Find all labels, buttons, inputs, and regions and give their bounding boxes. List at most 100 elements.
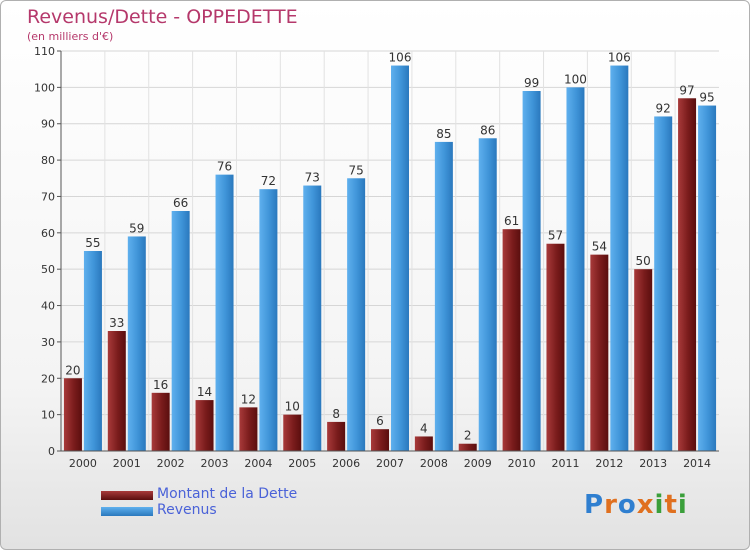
x-tick-label-2012: 2012: [595, 457, 623, 470]
debt-bar-2007: [371, 429, 389, 451]
revenue-bar-2008: [434, 141, 453, 451]
proxiti-logo: Proxiti: [584, 490, 688, 520]
debt-value-label-2010: 61: [504, 214, 519, 228]
legend-label-revenue: Revenus: [157, 502, 217, 518]
revenue-value-label-2009: 86: [480, 123, 495, 137]
logo-letter: x: [636, 490, 655, 520]
revenue-value-label-2005: 73: [305, 171, 320, 185]
debt-value-label-2014: 97: [679, 83, 694, 97]
revenue-value-label-2000: 55: [85, 236, 100, 250]
revenue-bar-2012: [610, 65, 629, 451]
x-tick-label-2002: 2002: [157, 457, 185, 470]
revenue-bar-2011: [566, 87, 585, 451]
revenue-value-label-2006: 75: [348, 163, 363, 177]
logo-letter: i: [677, 490, 688, 520]
debt-value-label-2000: 20: [65, 363, 80, 377]
debt-value-label-2013: 50: [636, 254, 651, 268]
x-tick-label-2008: 2008: [420, 457, 448, 470]
revenue-value-label-2010: 99: [524, 76, 539, 90]
debt-bar-2006: [327, 421, 346, 451]
revenue-value-label-2008: 85: [436, 127, 451, 141]
debt-bar-2000: [63, 378, 82, 451]
revenue-bar-2013: [654, 116, 673, 452]
debt-bar-2004: [239, 407, 258, 451]
y-tick-label: 0: [48, 445, 55, 458]
revenue-value-label-2011: 100: [564, 72, 587, 86]
chart-subtitle: (en milliers d'€): [27, 30, 114, 43]
revenue-value-label-2003: 76: [217, 160, 232, 174]
logo-letter: o: [617, 490, 637, 520]
y-tick-label: 50: [41, 263, 55, 276]
debt-value-label-2007: 6: [376, 414, 384, 428]
y-tick-label: 110: [34, 45, 55, 58]
revenue-bar-2010: [522, 91, 541, 451]
legend-label-debt: Montant de la Dette: [157, 486, 298, 502]
y-tick-label: 10: [41, 409, 55, 422]
revenue-bar-2009: [478, 138, 497, 452]
debt-value-label-2008: 4: [420, 421, 428, 435]
debt-bar-2009: [458, 443, 477, 451]
debt-bar-2010: [502, 229, 521, 451]
revenue-value-label-2002: 66: [173, 196, 188, 210]
debt-bar-2011: [546, 243, 565, 451]
x-tick-label-2000: 2000: [69, 457, 97, 470]
debt-bar-2002: [151, 392, 170, 451]
y-tick-label: 20: [41, 372, 55, 385]
debt-bar-2014: [678, 98, 697, 451]
revenue-bar-2002: [171, 211, 190, 451]
debt-bar-2005: [283, 414, 302, 451]
logo-letter: t: [664, 490, 678, 520]
x-tick-label-2013: 2013: [639, 457, 667, 470]
x-tick-label-2001: 2001: [113, 457, 141, 470]
legend-swatch-revenue: [101, 507, 153, 516]
debt-value-label-2012: 54: [592, 240, 607, 254]
debt-bar-2003: [195, 400, 214, 451]
logo-letter: r: [604, 490, 618, 520]
revenue-bar-2007: [391, 65, 409, 451]
y-tick-label: 100: [34, 81, 55, 94]
debt-value-label-2004: 12: [241, 392, 256, 406]
y-tick-label: 90: [41, 118, 55, 131]
revenue-value-label-2012: 106: [608, 51, 631, 65]
revenue-bar-2006: [347, 178, 366, 452]
x-tick-label-2009: 2009: [464, 457, 492, 470]
x-tick-label-2011: 2011: [551, 457, 579, 470]
revenue-value-label-2007: 106: [389, 51, 412, 65]
revenue-value-label-2001: 59: [129, 221, 144, 235]
debt-value-label-2001: 33: [109, 316, 124, 330]
chart-title: Revenus/Dette - OPPEDETTE: [27, 6, 298, 28]
revenue-bar-2014: [698, 105, 717, 451]
x-tick-label-2007: 2007: [376, 457, 404, 470]
revenue-value-label-2014: 95: [699, 91, 714, 105]
debt-value-label-2002: 16: [153, 378, 168, 392]
y-tick-label: 80: [41, 154, 55, 167]
debt-value-label-2011: 57: [548, 229, 563, 243]
debt-bar-2008: [414, 436, 433, 451]
revenue-value-label-2004: 72: [261, 174, 276, 188]
logo-letter: i: [654, 490, 665, 520]
y-tick-label: 60: [41, 227, 55, 240]
revenue-bar-2001: [127, 236, 146, 451]
revenue-value-label-2013: 92: [656, 101, 671, 115]
debt-bar-2013: [634, 269, 653, 451]
debt-bar-2001: [107, 331, 126, 451]
x-tick-label-2005: 2005: [288, 457, 316, 470]
revenue-bar-2000: [83, 251, 102, 451]
x-tick-label-2003: 2003: [201, 457, 229, 470]
x-tick-label-2004: 2004: [244, 457, 272, 470]
revenue-bar-2003: [215, 174, 234, 452]
legend-swatch-debt: [101, 491, 153, 500]
logo-letter: P: [584, 490, 605, 520]
revenue-bar-2004: [259, 189, 278, 451]
debt-value-label-2003: 14: [197, 385, 212, 399]
debt-value-label-2005: 10: [285, 400, 300, 414]
y-tick-label: 30: [41, 336, 55, 349]
debt-bar-2012: [590, 254, 609, 451]
x-tick-label-2014: 2014: [683, 457, 711, 470]
debt-value-label-2006: 8: [332, 407, 340, 421]
debt-value-label-2009: 2: [464, 429, 472, 443]
y-tick-label: 70: [41, 190, 55, 203]
x-tick-label-2010: 2010: [508, 457, 536, 470]
